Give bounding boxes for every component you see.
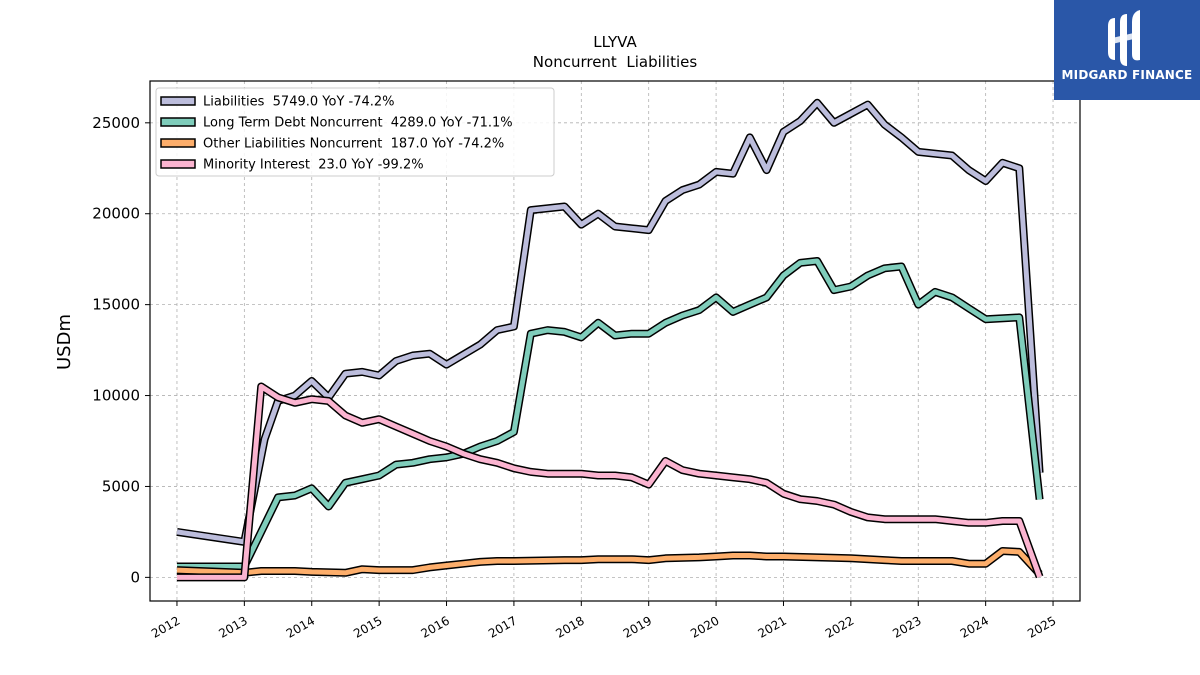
plot-frame: [149, 80, 1081, 602]
x-tick-label: 2016: [419, 613, 452, 640]
x-tick-label: 2014: [284, 613, 317, 640]
chart-title: LLYVA: [593, 33, 637, 51]
y-tick-label: 0: [130, 568, 140, 586]
midgard-logo-icon: [1108, 10, 1140, 66]
y-tick-label: 20000: [92, 205, 140, 223]
y-tick-label: 5000: [102, 477, 140, 495]
y-tick-label: 25000: [92, 114, 140, 132]
brand-logo: MIDGARD FINANCE: [1054, 0, 1200, 100]
series-line: [177, 384, 1042, 580]
brand-name: MIDGARD FINANCE: [1061, 68, 1193, 82]
legend-label: Other Liabilities Noncurrent 187.0 YoY -…: [203, 137, 504, 152]
x-tick-label: 2024: [958, 613, 991, 640]
x-tick-label: 2022: [823, 613, 856, 640]
series-line: [176, 548, 1042, 576]
x-tick-label: 2021: [756, 613, 789, 640]
legend-label: Liabilities 5749.0 YoY -74.2%: [203, 95, 395, 110]
x-tick-label: 2013: [216, 613, 249, 640]
series-line: [177, 258, 1043, 569]
series-layer: [176, 98, 1044, 582]
legend-swatch: [160, 96, 196, 106]
legend-swatch: [160, 138, 196, 148]
y-axis-label: USDm: [54, 314, 75, 370]
x-tick-label: 2023: [890, 613, 923, 640]
legend-swatch: [160, 159, 196, 169]
x-tick-label: 2020: [688, 613, 721, 640]
x-tick-label: 2025: [1025, 613, 1058, 640]
legend-swatch: [160, 117, 196, 127]
x-tick-label: 2018: [553, 613, 586, 640]
legend-label: Minority Interest 23.0 YoY -99.2%: [203, 158, 424, 173]
series-line-outline: [177, 382, 1044, 582]
legend-label: Long Term Debt Noncurrent 4289.0 YoY -71…: [203, 116, 513, 131]
legend-box: [155, 87, 555, 177]
x-tick-label: 2017: [486, 613, 519, 640]
x-tick-label: 2019: [621, 613, 654, 640]
chart-subtitle: Noncurrent Liabilities: [533, 53, 698, 71]
legend: Liabilities 5749.0 YoY -74.2% Long Term D…: [155, 87, 555, 177]
series-line: [176, 100, 1043, 545]
x-tick-label: 2015: [351, 613, 384, 640]
y-tick-label: 15000: [92, 296, 140, 314]
x-tick-label: 2012: [149, 613, 182, 640]
y-tick-label: 10000: [92, 387, 140, 405]
